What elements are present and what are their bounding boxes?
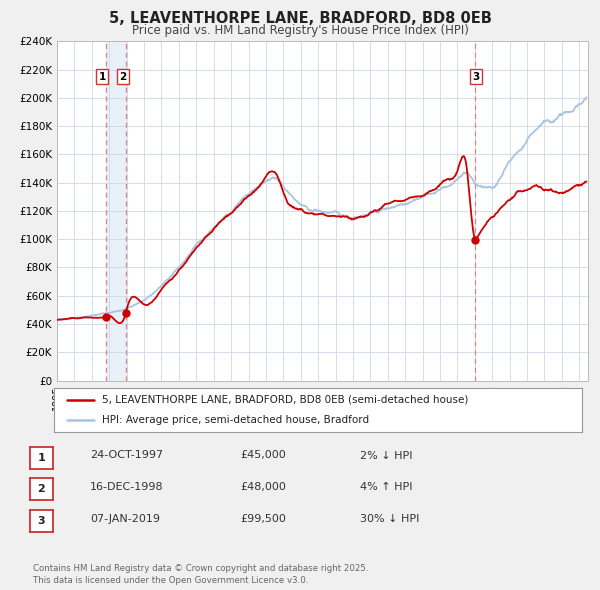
Text: 3: 3 xyxy=(38,516,45,526)
Text: 5, LEAVENTHORPE LANE, BRADFORD, BD8 0EB (semi-detached house): 5, LEAVENTHORPE LANE, BRADFORD, BD8 0EB … xyxy=(101,395,468,405)
Text: £48,000: £48,000 xyxy=(240,482,286,491)
Text: 30% ↓ HPI: 30% ↓ HPI xyxy=(360,514,419,523)
Text: Contains HM Land Registry data © Crown copyright and database right 2025.
This d: Contains HM Land Registry data © Crown c… xyxy=(33,565,368,585)
Text: 3: 3 xyxy=(472,71,479,81)
Text: 2: 2 xyxy=(38,484,45,494)
Text: 5, LEAVENTHORPE LANE, BRADFORD, BD8 0EB: 5, LEAVENTHORPE LANE, BRADFORD, BD8 0EB xyxy=(109,11,491,25)
Text: £45,000: £45,000 xyxy=(240,451,286,460)
Text: 24-OCT-1997: 24-OCT-1997 xyxy=(90,451,163,460)
Text: 1: 1 xyxy=(98,71,106,81)
Text: 2% ↓ HPI: 2% ↓ HPI xyxy=(360,451,413,460)
Bar xyxy=(106,41,126,381)
Text: 07-JAN-2019: 07-JAN-2019 xyxy=(90,514,160,523)
Text: Price paid vs. HM Land Registry's House Price Index (HPI): Price paid vs. HM Land Registry's House … xyxy=(131,24,469,37)
Text: 4% ↑ HPI: 4% ↑ HPI xyxy=(360,482,413,491)
Text: £99,500: £99,500 xyxy=(240,514,286,523)
Text: HPI: Average price, semi-detached house, Bradford: HPI: Average price, semi-detached house,… xyxy=(101,415,368,425)
Text: 1: 1 xyxy=(38,453,45,463)
Text: 2: 2 xyxy=(119,71,127,81)
Text: 16-DEC-1998: 16-DEC-1998 xyxy=(90,482,164,491)
